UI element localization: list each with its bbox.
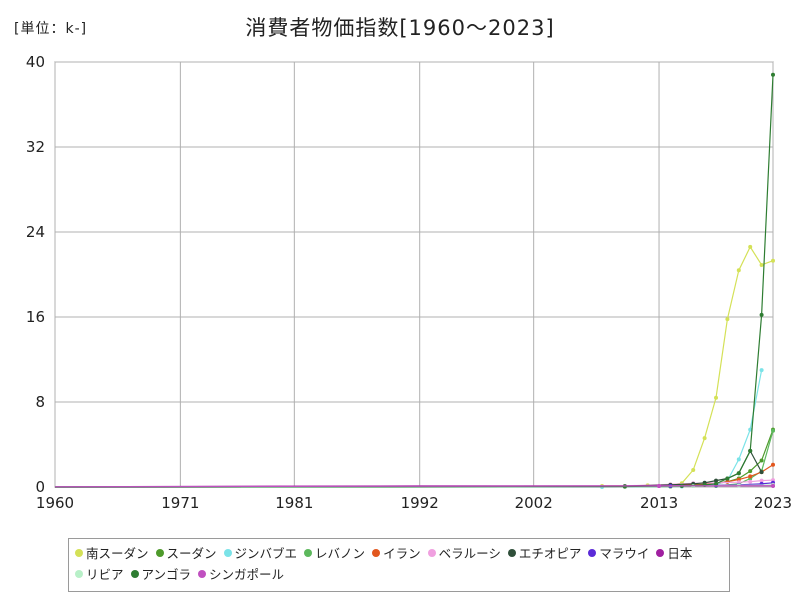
legend-label: スーダン (166, 546, 217, 561)
legend-marker (372, 548, 381, 557)
series-line (54, 449, 763, 488)
legend-label: リビア (86, 567, 124, 582)
series-line (54, 74, 774, 488)
data-point (759, 368, 764, 373)
data-point (736, 471, 741, 476)
legend-label: イラン (383, 546, 421, 561)
data-point (759, 262, 764, 267)
data-point (714, 478, 719, 483)
series-line (602, 245, 774, 487)
series-line (55, 429, 774, 488)
legend-label: ベラルーシ (438, 546, 501, 561)
data-point (771, 428, 775, 433)
series-layer (54, 72, 775, 489)
data-point (725, 476, 730, 481)
legend-marker (75, 548, 83, 557)
x-tick-label: 2002 (515, 494, 553, 512)
legend-item: ベラルーシ (427, 542, 501, 563)
legend-marker (155, 548, 164, 557)
data-point (736, 268, 741, 273)
x-tick-label: 1960 (36, 494, 74, 512)
data-point (748, 474, 753, 479)
legend-item: エチオピア (507, 542, 582, 563)
series-line (55, 369, 763, 488)
x-tick-label: 1981 (275, 494, 313, 512)
legend-label: 南スーダン (86, 546, 149, 561)
y-tick-label: 8 (35, 393, 45, 411)
data-point (771, 72, 775, 77)
legend-label: 日本 (667, 546, 693, 561)
legend-item: アンゴラ (130, 563, 192, 584)
y-tick-label: 32 (26, 138, 45, 156)
data-point (691, 468, 696, 472)
data-point (714, 395, 719, 400)
legend-label: レバノン (315, 546, 366, 561)
data-point (736, 457, 741, 462)
data-point (759, 470, 764, 475)
data-point (725, 317, 730, 322)
legend-marker (427, 548, 436, 557)
data-point (759, 458, 764, 463)
chart-title: 消費者物価指数[1960～2023] (245, 16, 555, 40)
x-tick-label: 1971 (161, 494, 199, 512)
legend-marker (507, 548, 516, 557)
legend-item: レバノン (304, 542, 365, 563)
legend-marker (198, 569, 207, 578)
legend-item: 日本 (656, 542, 692, 563)
axis-labels: 0 8 16 24 32 40 1960 1971 1981 1992 2002 2013 2023 (26, 53, 792, 512)
legend-marker (75, 569, 83, 578)
legend-marker (304, 548, 313, 557)
legend: 南スーダン スーダン ジンバブエ レバノン イラン ベラルーシ エチオピア マラウイ 日本リビア… (68, 538, 730, 592)
data-point (771, 462, 775, 467)
y-tick-label: 40 (26, 53, 45, 71)
legend-item: スーダン (155, 542, 217, 563)
unit-label: [単位：k-] (14, 21, 88, 37)
x-tick-label: 1992 (401, 494, 439, 512)
legend-item: リビア (75, 563, 124, 584)
data-point (748, 244, 753, 249)
data-point (748, 469, 753, 474)
legend-label: アンゴラ (141, 567, 192, 582)
data-point (759, 312, 764, 317)
data-point (657, 483, 662, 488)
legend-label: マラウイ (599, 546, 650, 561)
data-point (771, 483, 775, 488)
x-tick-label: 2013 (640, 494, 678, 512)
y-tick-label: 16 (26, 308, 45, 326)
legend-label: エチオピア (518, 546, 582, 561)
data-point (748, 448, 753, 453)
y-tick-label: 0 (35, 478, 45, 496)
x-tick-label: 2023 (754, 494, 792, 512)
legend-item: シンガポール (198, 563, 284, 584)
legend-marker (223, 548, 232, 557)
series-line (54, 464, 774, 488)
legend-label: ジンバブエ (234, 546, 298, 561)
series-line (54, 485, 774, 488)
data-point (748, 479, 753, 484)
plot-frame (54, 61, 774, 488)
series-line (54, 430, 774, 488)
legend-item: マラウイ (588, 542, 649, 563)
data-point (759, 478, 764, 483)
data-point (771, 258, 775, 263)
legend-item: イラン (372, 542, 421, 563)
data-point (748, 427, 753, 432)
legend-marker (656, 548, 665, 557)
legend-marker (588, 548, 597, 557)
legend-item: 南スーダン (75, 542, 149, 563)
grid-layer (54, 61, 774, 488)
data-point (702, 436, 707, 441)
legend-item: ジンバブエ (223, 542, 298, 563)
y-tick-label: 24 (26, 223, 45, 241)
data-point (714, 481, 719, 486)
legend-label: シンガポール (209, 567, 285, 582)
legend-marker (130, 569, 139, 578)
